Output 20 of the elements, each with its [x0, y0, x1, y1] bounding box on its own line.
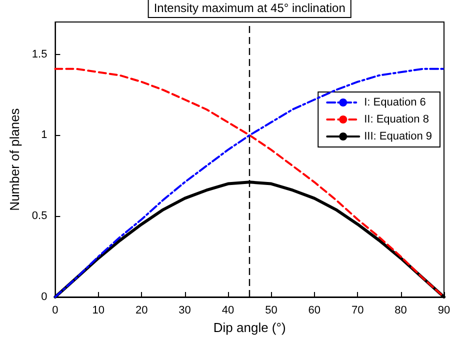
y-tick-label: 1.5 — [32, 48, 48, 60]
legend-label: III: Equation 9 — [364, 130, 432, 142]
x-tick-label: 80 — [394, 304, 407, 316]
x-tick-label: 50 — [265, 304, 278, 316]
x-tick-label: 0 — [52, 304, 58, 316]
x-tick-label: 90 — [438, 304, 450, 316]
legend-label: I: Equation 6 — [364, 96, 426, 108]
x-tick-label: 40 — [222, 304, 234, 316]
y-axis-title: Number of planes — [7, 108, 22, 211]
ref-line-label: Intensity maximum at 45° inclination — [154, 1, 346, 15]
x-tick-label: 30 — [178, 304, 191, 316]
legend-label: II: Equation 8 — [364, 114, 429, 126]
y-tick-label: 1 — [41, 129, 48, 142]
y-tick-label: 0 — [41, 291, 48, 303]
y-tick-label: 0.5 — [32, 210, 48, 222]
x-tick-label: 60 — [308, 304, 321, 316]
x-tick-label: 70 — [351, 304, 364, 316]
x-axis-title: Dip angle (°) — [213, 320, 286, 335]
x-tick-label: 10 — [92, 304, 105, 316]
x-tick-label: 20 — [135, 304, 148, 316]
